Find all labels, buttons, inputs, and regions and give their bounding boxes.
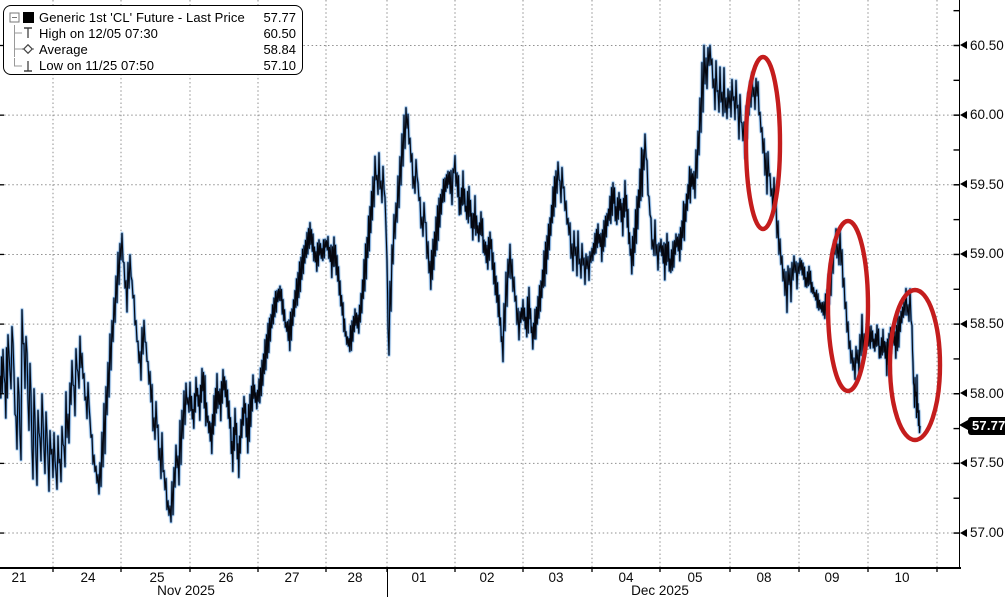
legend-box: Generic 1st 'CL' Future - Last Price 57.7… — [3, 5, 303, 75]
x-axis-day-label: 05 — [687, 570, 703, 585]
x-axis-day-label: 03 — [548, 570, 564, 585]
x-axis-day-label: 28 — [347, 570, 363, 585]
x-axis-day-label: 25 — [149, 570, 165, 585]
y-axis-label: 57.00 — [970, 525, 1004, 541]
x-axis-day-label: 09 — [824, 570, 840, 585]
x-axis-day-label: 04 — [618, 570, 634, 585]
x-axis-day-label: 02 — [479, 570, 495, 585]
price-line-glow — [0, 43, 923, 524]
last-price-badge: 57.77 — [968, 416, 1005, 435]
price-line — [0, 44, 921, 523]
y-axis-label: 57.50 — [970, 455, 1004, 471]
x-axis-day-label: 27 — [284, 570, 300, 585]
x-axis-day-label: 10 — [894, 570, 910, 585]
high-marker — [8, 25, 39, 42]
legend-value: 60.50 — [263, 25, 296, 41]
x-axis-month-label: Dec 2025 — [631, 583, 689, 597]
low-marker — [8, 57, 39, 74]
y-axis-label: 60.00 — [970, 107, 1004, 123]
series-swatch — [8, 9, 39, 25]
series-swatch-icon — [9, 12, 34, 24]
x-axis-day-label: 24 — [80, 570, 96, 585]
y-axis-label: 59.00 — [970, 246, 1004, 262]
y-tick-arrow — [960, 180, 967, 189]
bottom-axis-line — [0, 567, 961, 569]
legend-row: Generic 1st 'CL' Future - Last Price 57.7… — [8, 9, 296, 25]
y-axis-label: 58.00 — [970, 385, 1004, 401]
y-tick-arrow — [960, 110, 967, 119]
y-axis-label: 58.50 — [970, 316, 1004, 332]
legend-label: Generic 1st 'CL' Future - Last Price — [39, 9, 245, 25]
legend-value: 58.84 — [263, 41, 296, 57]
price-line-blue — [0, 44, 922, 524]
y-tick-arrow — [960, 389, 967, 398]
y-tick-arrow — [960, 319, 967, 328]
x-axis-day-label: 21 — [11, 570, 27, 585]
average-marker — [8, 41, 39, 58]
legend-row: Average 58.84 — [8, 41, 296, 58]
average-marker-icon — [14, 41, 34, 58]
low-marker-icon — [14, 57, 32, 72]
y-tick-arrow — [960, 528, 967, 537]
legend-value: 57.10 — [263, 58, 296, 74]
x-axis-day-label: 26 — [218, 570, 234, 585]
y-axis-label: 60.50 — [970, 37, 1004, 53]
annotation-circle — [887, 287, 943, 443]
month-separator-line — [386, 568, 388, 597]
y-axis-label: 59.50 — [970, 176, 1004, 192]
legend-label: Low on 11/25 07:50 — [39, 58, 155, 74]
y-tick-arrow — [960, 41, 967, 49]
last-price-badge-tip — [959, 420, 968, 431]
legend-row: High on 12/05 07:30 60.50 — [8, 25, 296, 42]
annotation-circle — [743, 54, 783, 232]
legend-value: 57.77 — [263, 9, 296, 25]
legend-row: Low on 11/25 07:50 57.10 — [8, 57, 296, 74]
y-tick-arrow — [960, 458, 967, 467]
y-tick-arrow — [960, 249, 967, 258]
annotation-circle — [825, 218, 871, 394]
right-axis-line — [958, 0, 961, 569]
x-axis-day-label: 01 — [411, 570, 427, 585]
high-marker-icon — [14, 25, 32, 42]
legend-label: Average — [39, 41, 88, 57]
legend-label: High on 12/05 07:30 — [39, 25, 158, 41]
x-axis-day-label: 08 — [756, 570, 772, 585]
x-axis-month-label: Nov 2025 — [157, 583, 215, 597]
